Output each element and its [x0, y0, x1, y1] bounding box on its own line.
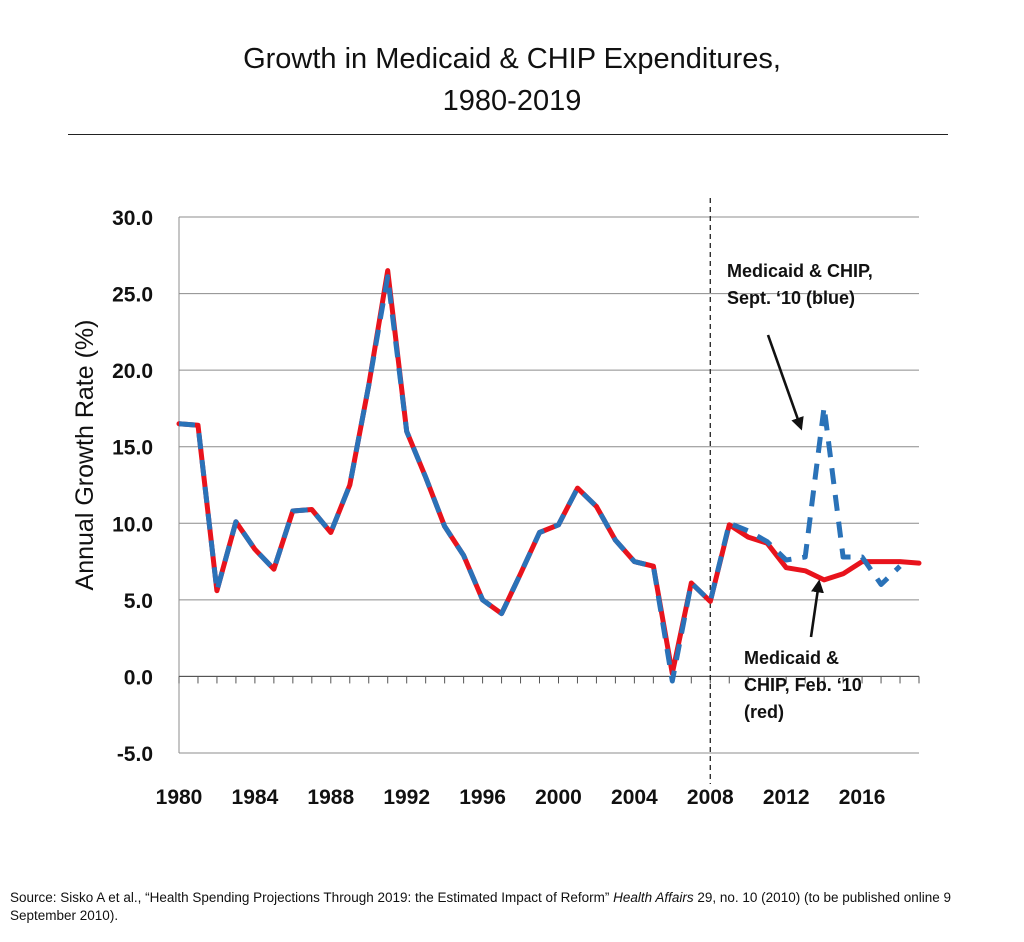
x-tick-label: 1992	[383, 786, 430, 809]
source-suffix: 29, no. 10 (2010) (to be published onlin…	[10, 890, 952, 923]
y-tick-label: 30.0	[112, 207, 153, 230]
chart-title-line1: Growth in Medicaid & CHIP Expenditures,	[243, 43, 781, 75]
y-tick-label: 5.0	[124, 590, 153, 613]
annotation-red-series: Medicaid & CHIP, Feb. ‘10 (red)	[744, 648, 862, 722]
source-note: Source: Sisko A et al., “Health Spending…	[10, 889, 1014, 925]
annotation-arrow-red	[809, 579, 824, 638]
y-tick-label: 0.0	[124, 666, 153, 689]
title-divider	[68, 134, 948, 135]
chart-title-line2: 1980-2019	[442, 85, 582, 117]
y-tick-label: 15.0	[112, 437, 153, 460]
x-tick-label: 1984	[232, 786, 279, 809]
y-tick-label: -5.0	[117, 743, 153, 766]
x-tick-label: 2004	[611, 786, 658, 809]
series-line-red	[176, 268, 922, 676]
y-tick-label: 20.0	[112, 360, 153, 383]
x-tick-label: 1988	[307, 786, 354, 809]
x-tick-label: 2016	[839, 786, 886, 809]
y-tick-label: 10.0	[112, 513, 153, 536]
x-tick-label: 2012	[763, 786, 810, 809]
source-prefix: Source: Sisko A et al., “Health Spending…	[10, 890, 614, 905]
x-tick-label: 1996	[459, 786, 506, 809]
y-tick-label: 25.0	[112, 284, 153, 307]
annotation-arrow-blue	[766, 334, 804, 431]
series-line-blue	[178, 274, 902, 684]
annotation-blue-series: Medicaid & CHIP, Sept. ‘10 (blue)	[727, 261, 873, 308]
x-tick-label: 2008	[687, 786, 734, 809]
y-axis-title: Annual Growth Rate (%)	[71, 320, 99, 591]
x-tick-label: 1980	[156, 786, 203, 809]
x-tick-label: 2000	[535, 786, 582, 809]
source-journal: Health Affairs	[613, 890, 694, 905]
